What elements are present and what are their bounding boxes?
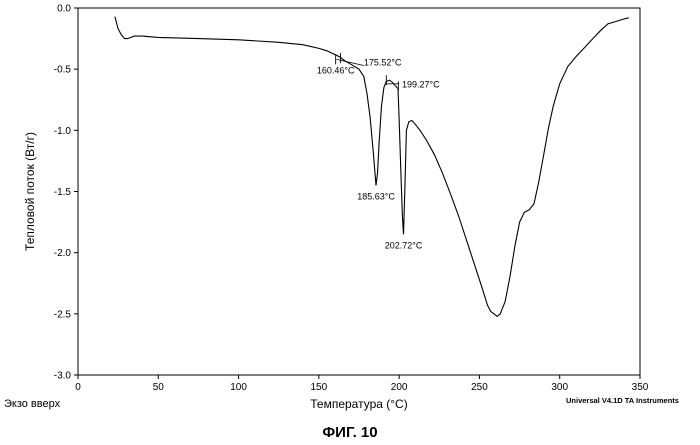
x-tick-label: 50 [153,382,165,393]
y-tick-label: -2.5 [54,309,72,320]
dsc-chart: 0 50 100 150 200 250 300 350 0.0 -0.5 -1.0 -1.5 -2.… [0,0,700,420]
x-tick-label: 0 [75,382,81,393]
y-tick-label: -2.0 [54,248,72,259]
x-tick-label: 300 [551,382,568,393]
y-tick-label: -1.5 [54,187,72,198]
y-axis-title: Тепловой поток (Вт/г) [23,132,37,251]
peak-annotation-label: 185.63°C [357,191,395,201]
y-tick-label: -3.0 [54,371,72,382]
x-axis: 0 50 100 150 200 250 300 350 [75,375,649,393]
y-tick-label: -0.5 [54,65,72,76]
x-tick-label: 350 [632,382,649,393]
peak-annotation-label: 199.27°C [402,79,440,89]
x-tick-label: 150 [311,382,328,393]
y-axis: 0.0 -0.5 -1.0 -1.5 -2.0 -2.5 -3.0 [54,4,78,382]
peak-annotation-label: 175.52°C [364,57,402,67]
x-tick-label: 250 [471,382,488,393]
exo-up-label: Экзо вверх [4,398,60,410]
x-axis-title: Температура (°C) [310,397,407,411]
instrument-credit: Universal V4.1D TA Instruments [566,396,679,405]
figure-caption: ФИГ. 10 [0,424,700,441]
y-tick-label: -1.0 [54,126,72,137]
x-tick-label: 100 [230,382,247,393]
y-tick-label: 0.0 [57,4,71,15]
peak-annotation-label: 202.72°C [385,240,423,250]
x-tick-label: 200 [391,382,408,393]
peak-annotation-label: 160.46°C [317,65,355,75]
